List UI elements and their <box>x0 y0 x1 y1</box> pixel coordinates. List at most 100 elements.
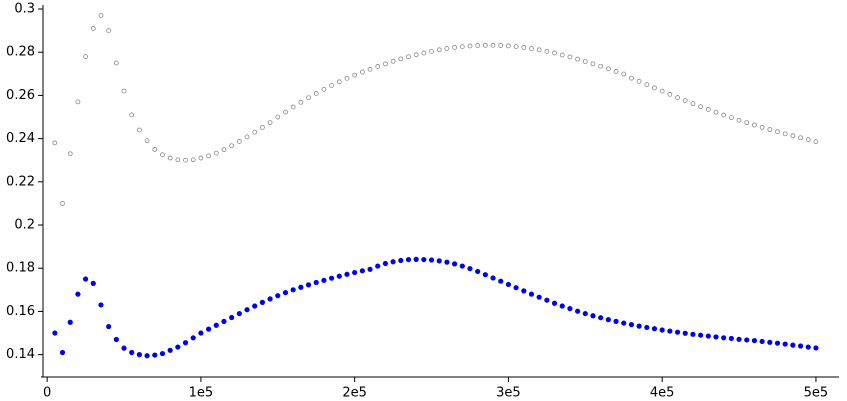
point <box>52 330 58 336</box>
point <box>767 127 773 132</box>
point <box>382 260 389 267</box>
point <box>652 85 657 91</box>
y-tick-label: 0.2 <box>14 218 35 233</box>
point <box>252 129 258 135</box>
point <box>651 326 658 332</box>
point <box>705 107 711 112</box>
point <box>121 345 127 351</box>
point <box>575 56 581 62</box>
point <box>59 349 66 356</box>
point <box>121 88 127 94</box>
point <box>67 151 73 157</box>
point <box>436 47 442 53</box>
point <box>598 63 604 69</box>
point <box>490 42 496 48</box>
point <box>736 117 742 123</box>
point <box>774 340 781 346</box>
point <box>528 291 535 297</box>
point <box>129 349 135 356</box>
point <box>582 310 588 317</box>
point <box>267 120 273 126</box>
point <box>721 112 727 118</box>
point <box>713 109 719 115</box>
point <box>413 52 419 58</box>
point <box>482 42 488 48</box>
point <box>229 143 235 149</box>
point <box>352 72 358 78</box>
point <box>690 331 696 337</box>
y-tick-label: 0.22 <box>6 174 35 189</box>
point <box>205 326 212 332</box>
point <box>613 69 619 74</box>
point <box>152 147 158 152</box>
point <box>421 256 427 263</box>
point <box>313 91 319 96</box>
point <box>375 64 381 69</box>
point <box>398 257 404 264</box>
point <box>405 256 412 263</box>
point <box>298 99 304 105</box>
point <box>106 28 112 34</box>
point <box>152 352 158 358</box>
point <box>544 297 550 303</box>
x-tick-label: 1e5 <box>189 386 214 401</box>
point <box>498 278 504 284</box>
point <box>229 314 235 321</box>
point <box>444 46 450 51</box>
point <box>551 300 558 306</box>
point <box>459 263 465 269</box>
point <box>290 287 296 293</box>
point <box>567 54 573 60</box>
y-tick-label: 0.26 <box>6 88 35 103</box>
point <box>621 71 627 77</box>
point <box>790 133 796 139</box>
point <box>321 86 327 92</box>
point <box>129 112 135 118</box>
point <box>352 269 358 276</box>
point <box>406 54 411 60</box>
point <box>398 56 404 62</box>
point <box>775 129 780 135</box>
point <box>260 124 265 130</box>
point <box>290 104 296 110</box>
point <box>513 285 519 291</box>
point <box>798 135 803 141</box>
point <box>752 122 757 128</box>
point <box>75 99 81 105</box>
point <box>421 50 427 56</box>
point <box>98 13 104 18</box>
point <box>198 155 204 161</box>
point <box>113 336 119 343</box>
point <box>498 43 504 48</box>
point <box>782 131 788 137</box>
point <box>383 61 388 67</box>
point <box>667 328 673 334</box>
point <box>628 322 635 328</box>
point <box>613 318 619 324</box>
point <box>344 75 350 81</box>
point <box>375 263 381 269</box>
point <box>782 341 788 347</box>
point <box>259 299 266 305</box>
point <box>813 139 819 145</box>
point <box>675 95 680 100</box>
point <box>605 317 611 323</box>
point <box>436 258 442 264</box>
point <box>106 323 112 330</box>
point <box>751 337 758 344</box>
point <box>282 290 289 296</box>
x-tick-label: 2e5 <box>342 386 367 401</box>
point <box>529 46 534 51</box>
point <box>513 44 519 49</box>
point <box>621 320 627 326</box>
point <box>559 303 565 309</box>
point <box>536 294 542 300</box>
point <box>544 48 550 54</box>
point <box>459 44 465 49</box>
point <box>721 335 727 341</box>
point <box>428 257 435 263</box>
point <box>159 350 166 357</box>
point <box>506 43 511 49</box>
point <box>667 91 673 97</box>
